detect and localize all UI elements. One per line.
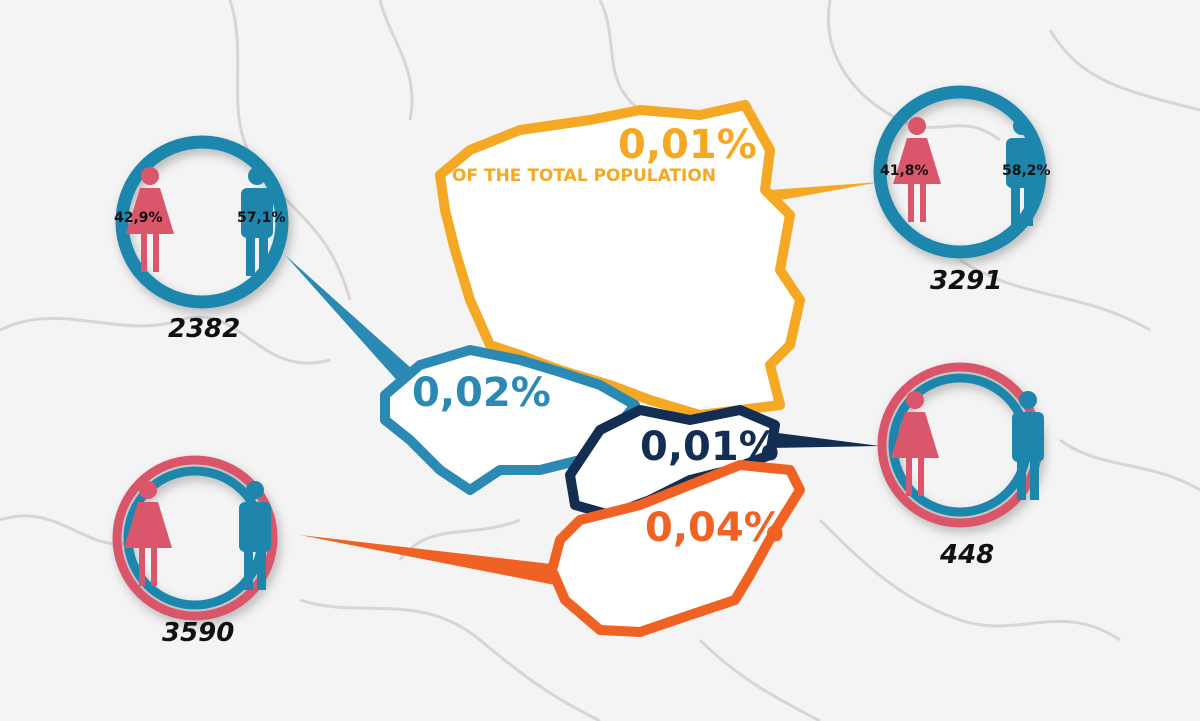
region-poland[interactable] <box>435 100 805 420</box>
slovakia-share: 0,01% <box>640 424 779 470</box>
czechia-male-pct: 57,1% <box>237 210 286 226</box>
female-icon <box>893 117 941 222</box>
male-icon <box>239 481 271 590</box>
pointer-slovakia <box>770 432 880 448</box>
czechia-count: 2382 <box>168 314 241 344</box>
circle-czechia <box>115 135 289 309</box>
circle-poland <box>873 85 1047 259</box>
hungary-count: 3590 <box>162 618 235 648</box>
pointer-poland <box>770 182 880 202</box>
poland-count: 3291 <box>930 266 1003 296</box>
male-icon <box>241 167 273 276</box>
female-icon <box>126 167 174 272</box>
hungary-share: 0,04% <box>645 505 784 551</box>
poland-male-pct: 58,2% <box>1002 163 1051 179</box>
czechia-share: 0,02% <box>412 370 551 416</box>
poland-share: 0,01% <box>618 122 757 168</box>
poland-subtitle: OF THE TOTAL POPULATION <box>452 166 717 186</box>
pointer-czechia <box>285 255 430 395</box>
czechia-female-pct: 42,9% <box>114 210 163 226</box>
female-icon <box>891 391 939 496</box>
male-icon <box>1012 391 1044 500</box>
region-hungary[interactable] <box>547 460 805 637</box>
pointer-hungary <box>300 535 560 585</box>
poland-female-pct: 41,8% <box>880 163 929 179</box>
slovakia-count: 448 <box>940 540 995 570</box>
female-icon <box>124 481 172 586</box>
male-icon <box>1006 117 1038 226</box>
